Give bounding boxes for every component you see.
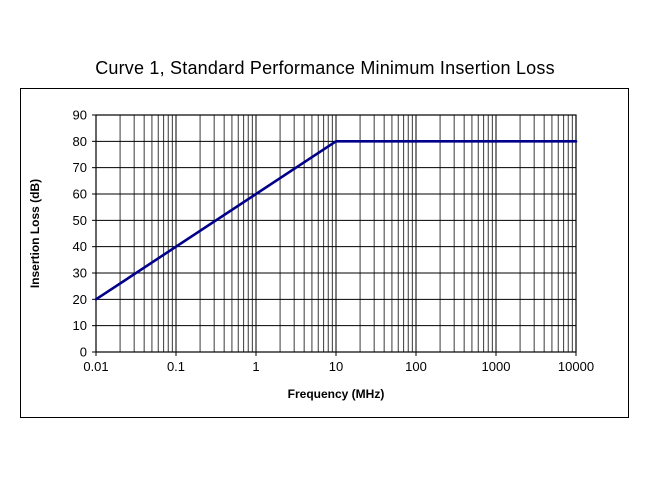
x-tick-label: 1 xyxy=(252,359,259,374)
chart-frame: 0.01 0.1 1 10 100 1000 10000 0 10 20 30 40 50 60 70 80 9… xyxy=(20,88,629,418)
y-tick-label: 80 xyxy=(73,134,87,149)
plot-border xyxy=(95,114,577,353)
chart-svg: 0.01 0.1 1 10 100 1000 10000 0 10 20 30 40 50 60 70 80 9… xyxy=(28,108,594,402)
x-tick-label: 1000 xyxy=(482,359,511,374)
y-tick-label: 50 xyxy=(73,213,87,228)
x-axis-label: Frequency (MHz) xyxy=(288,387,385,401)
y-tick-label: 60 xyxy=(73,187,87,202)
y-tick-label: 30 xyxy=(73,266,87,281)
y-tick-label: 20 xyxy=(73,292,87,307)
y-tick-label: 40 xyxy=(73,239,87,254)
x-tick-label: 10000 xyxy=(558,359,594,374)
x-tick-label: 100 xyxy=(405,359,427,374)
x-tick-label: 0.01 xyxy=(83,359,108,374)
y-tick-label: 90 xyxy=(73,108,87,123)
y-tick-label: 70 xyxy=(73,160,87,175)
x-tick-label: 10 xyxy=(329,359,343,374)
y-axis-label: Insertion Loss (dB) xyxy=(28,179,42,288)
y-tick-label: 10 xyxy=(73,318,87,333)
series-line xyxy=(94,140,578,301)
y-tick-label: 0 xyxy=(80,345,87,360)
chart-title: Curve 1, Standard Performance Minimum In… xyxy=(95,58,555,78)
x-tick-label: 0.1 xyxy=(167,359,185,374)
